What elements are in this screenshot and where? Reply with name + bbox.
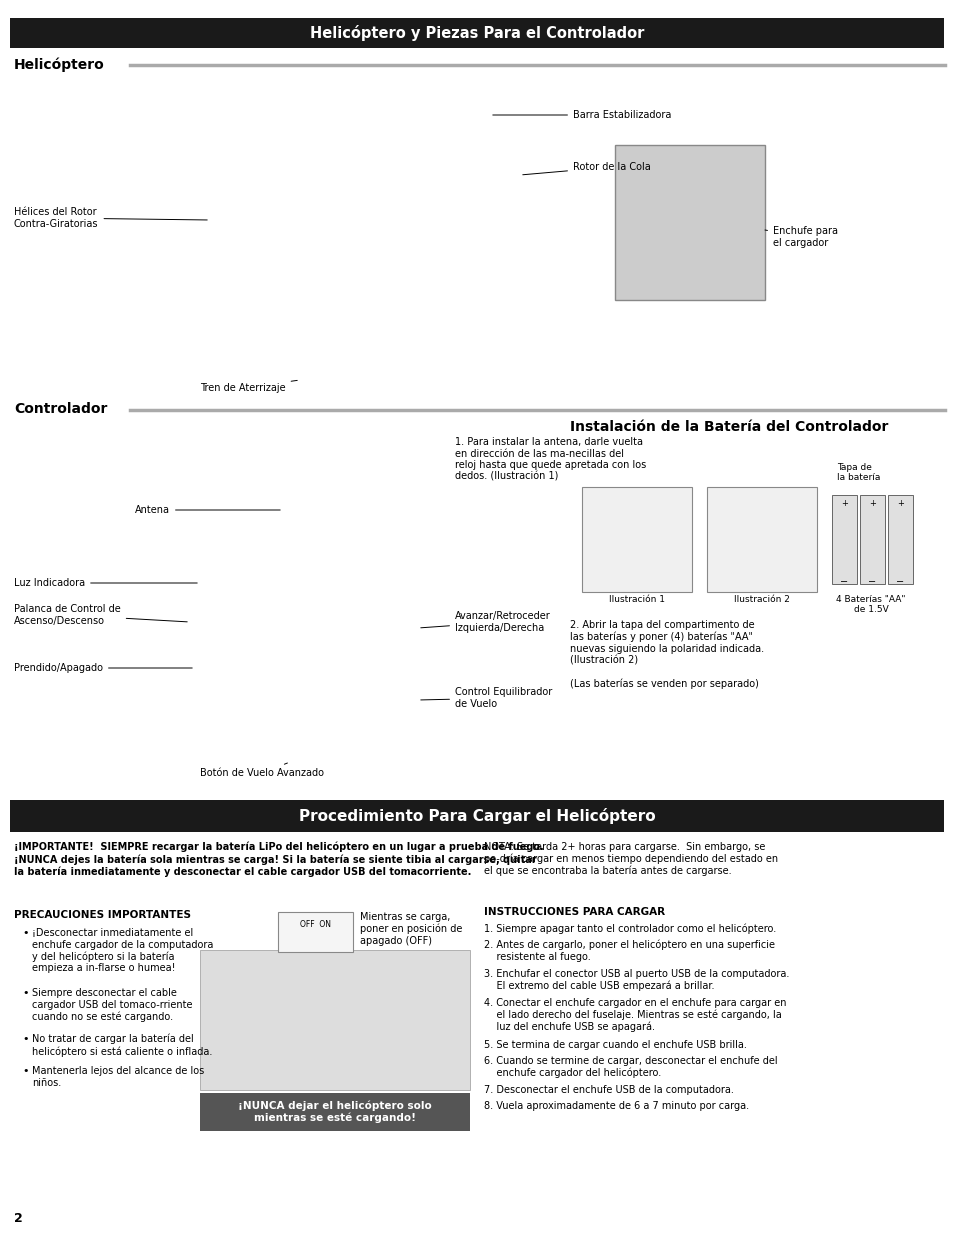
Text: •: • — [22, 1034, 29, 1044]
Text: −: − — [840, 577, 847, 587]
Bar — [706, 487, 816, 592]
Text: •: • — [22, 988, 29, 998]
Text: 4 Baterías "AA"
de 1.5V: 4 Baterías "AA" de 1.5V — [836, 595, 904, 614]
Text: Controlador: Controlador — [14, 403, 108, 416]
Text: Hélices del Rotor
Contra-Giratorias: Hélices del Rotor Contra-Giratorias — [14, 207, 207, 228]
Text: PRECAUCIONES IMPORTANTES: PRECAUCIONES IMPORTANTES — [14, 910, 191, 920]
Text: •: • — [22, 927, 29, 939]
Text: Mantenerla lejos del alcance de los
niños.: Mantenerla lejos del alcance de los niño… — [32, 1066, 204, 1088]
Text: +: + — [868, 499, 875, 508]
Text: Avanzar/Retroceder
Izquierda/Derecha: Avanzar/Retroceder Izquierda/Derecha — [420, 611, 550, 632]
Text: 8. Vuela aproximadamente de 6 a 7 minuto por carga.: 8. Vuela aproximadamente de 6 a 7 minuto… — [483, 1100, 748, 1112]
Text: 2. Antes de cargarlo, poner el helicóptero en una superficie
    resistente al f: 2. Antes de cargarlo, poner el helicópte… — [483, 940, 774, 962]
Bar — [887, 495, 912, 584]
Bar — [581, 487, 691, 592]
Bar — [615, 144, 764, 300]
Bar — [200, 950, 470, 1091]
Text: Siempre desconectar el cable
cargador USB del tomaco-rriente
cuando no se esté c: Siempre desconectar el cable cargador US… — [32, 988, 193, 1021]
Text: ¡Desconectar inmediatamente el
enchufe cargador de la computadora
y del helicópt: ¡Desconectar inmediatamente el enchufe c… — [32, 927, 213, 973]
Text: 5. Se termina de cargar cuando el enchufe USB brilla.: 5. Se termina de cargar cuando el enchuf… — [483, 1040, 746, 1050]
Text: ¡IMPORTANTE!  SIEMPRE recargar la batería LiPo del helicóptero en un lugar a pru: ¡IMPORTANTE! SIEMPRE recargar la batería… — [14, 842, 543, 877]
Bar — [277, 911, 353, 952]
Text: Luz Indicadora: Luz Indicadora — [14, 578, 197, 588]
Text: ¡NUNCA dejar el helicóptero solo
mientras se esté cargando!: ¡NUNCA dejar el helicóptero solo mientra… — [238, 1100, 432, 1124]
Bar — [831, 495, 856, 584]
Text: 1. Siempre apagar tanto el controlador como el helicóptero.: 1. Siempre apagar tanto el controlador c… — [483, 924, 776, 935]
Bar — [10, 19, 943, 48]
Text: Rotor de la Cola: Rotor de la Cola — [522, 162, 650, 175]
Bar — [200, 1093, 470, 1131]
Text: Control Equilibrador
de Vuelo: Control Equilibrador de Vuelo — [420, 687, 552, 709]
Text: Ilustración 2: Ilustración 2 — [733, 595, 789, 604]
Text: +: + — [896, 499, 903, 508]
Text: No tratar de cargar la batería del
helicóptero si está caliente o inflada.: No tratar de cargar la batería del helic… — [32, 1034, 213, 1057]
Text: 1. Para instalar la antena, darle vuelta
en dirección de las ma-necillas del
rel: 1. Para instalar la antena, darle vuelta… — [455, 437, 645, 482]
Text: 7. Desconectar el enchufe USB de la computadora.: 7. Desconectar el enchufe USB de la comp… — [483, 1086, 733, 1095]
Text: Mientras se carga,
poner en posición de
apagado (OFF): Mientras se carga, poner en posición de … — [359, 911, 462, 946]
Bar — [859, 495, 884, 584]
Text: 2. Abrir la tapa del compartimento de
las baterías y poner (4) baterías "AA"
nue: 2. Abrir la tapa del compartimento de la… — [569, 620, 763, 689]
Text: INSTRUCCIONES PARA CARGAR: INSTRUCCIONES PARA CARGAR — [483, 906, 664, 918]
Text: 2: 2 — [14, 1212, 23, 1225]
Text: NOTA: Se tarda 2+ horas para cargarse.  Sin embargo, se
po-dría cargar en menos : NOTA: Se tarda 2+ horas para cargarse. S… — [483, 842, 778, 877]
Bar — [10, 800, 943, 832]
Text: Botón de Vuelo Avanzado: Botón de Vuelo Avanzado — [200, 763, 324, 778]
Text: Tapa de
la batería: Tapa de la batería — [836, 463, 880, 482]
Text: Prendido/Apagado: Prendido/Apagado — [14, 663, 192, 673]
Text: •: • — [22, 1066, 29, 1076]
Text: OFF  ON: OFF ON — [299, 920, 331, 929]
Text: Helicóptero: Helicóptero — [14, 57, 105, 72]
Text: 4. Conectar el enchufe cargador en el enchufe para cargar en
    el lado derecho: 4. Conectar el enchufe cargador en el en… — [483, 998, 785, 1032]
Text: 6. Cuando se termine de cargar, desconectar el enchufe del
    enchufe cargador : 6. Cuando se termine de cargar, desconec… — [483, 1056, 777, 1078]
Text: Instalación de la Batería del Controlador: Instalación de la Batería del Controlado… — [569, 420, 887, 433]
Text: +: + — [841, 499, 847, 508]
Text: Helicóptero y Piezas Para el Controlador: Helicóptero y Piezas Para el Controlador — [310, 25, 643, 41]
Text: −: − — [867, 577, 876, 587]
Text: 3. Enchufar el conector USB al puerto USB de la computadora.
    El extremo del : 3. Enchufar el conector USB al puerto US… — [483, 969, 788, 992]
Text: Palanca de Control de
Ascenso/Descenso: Palanca de Control de Ascenso/Descenso — [14, 604, 187, 626]
Text: Tren de Aterrizaje: Tren de Aterrizaje — [200, 380, 297, 393]
Text: Antena: Antena — [135, 505, 280, 515]
Text: Barra Estabilizadora: Barra Estabilizadora — [493, 110, 671, 120]
Text: −: − — [896, 577, 903, 587]
Text: Ilustración 1: Ilustración 1 — [608, 595, 664, 604]
Text: Enchufe para
el cargador: Enchufe para el cargador — [764, 226, 837, 248]
Text: Procedimiento Para Cargar el Helicóptero: Procedimiento Para Cargar el Helicóptero — [298, 808, 655, 824]
